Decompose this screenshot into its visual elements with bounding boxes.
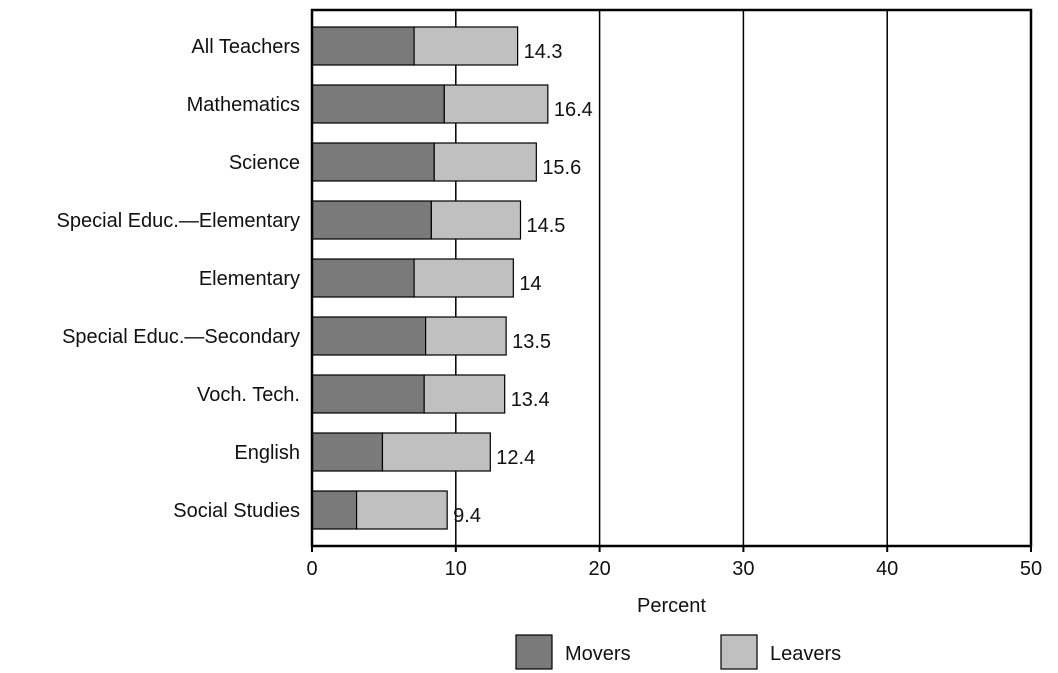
- x-tick-label: 20: [588, 558, 610, 580]
- bar-movers: [311, 490, 358, 530]
- bar-total-label: 14: [519, 273, 541, 295]
- x-tick-label: 10: [445, 558, 467, 580]
- legend-swatch-leavers: [720, 634, 758, 670]
- bar-total-label: 15.6: [542, 157, 581, 179]
- bar-movers: [311, 200, 432, 240]
- category-label: Special Educ.—Elementary: [57, 210, 300, 232]
- category-label: Special Educ.—Secondary: [62, 326, 300, 348]
- bar-leavers: [423, 374, 506, 414]
- category-label: Mathematics: [187, 94, 300, 116]
- bar-total-label: 13.4: [511, 389, 550, 411]
- bar-total-label: 9.4: [453, 505, 481, 527]
- bar-total-label: 16.4: [554, 99, 593, 121]
- bar-leavers: [433, 142, 537, 182]
- bar-leavers: [413, 258, 514, 298]
- category-label: Science: [229, 152, 300, 174]
- bar-total-label: 13.5: [512, 331, 551, 353]
- legend-label-movers: Movers: [565, 643, 631, 665]
- bars: [311, 26, 549, 530]
- x-axis-label: Percent: [637, 595, 706, 617]
- bar-leavers: [413, 26, 519, 66]
- category-labels: All Teachers Mathematics Science Special Ed…: [57, 36, 300, 522]
- category-label: Voch. Tech.: [197, 384, 300, 406]
- x-tick-label: 0: [306, 558, 317, 580]
- legend: Movers Leavers: [515, 634, 841, 670]
- category-label: English: [234, 442, 300, 464]
- x-axis-ticks: 0 10 20 30 40 50: [306, 546, 1042, 580]
- bar-leavers: [355, 490, 448, 530]
- bar-movers: [311, 26, 415, 66]
- total-labels: 14.3 16.4 15.6 14.5 14 13.5 13.4 12.4 9.4: [453, 41, 593, 527]
- bar-total-label: 14.3: [524, 41, 563, 63]
- x-tick-label: 50: [1020, 558, 1042, 580]
- bar-movers: [311, 258, 415, 298]
- category-label: All Teachers: [191, 36, 300, 58]
- category-label: Social Studies: [173, 500, 300, 522]
- bar-leavers: [443, 84, 549, 124]
- bar-movers: [311, 374, 425, 414]
- bar-total-label: 12.4: [496, 447, 535, 469]
- category-label: Elementary: [199, 268, 300, 290]
- bar-movers: [311, 142, 435, 182]
- plot-frame: [310, 8, 1033, 548]
- x-tick-label: 30: [732, 558, 754, 580]
- bar-leavers: [425, 316, 507, 356]
- bar-leavers: [430, 200, 522, 240]
- bar-movers: [311, 316, 427, 356]
- bar-total-label: 14.5: [527, 215, 566, 237]
- legend-swatch-movers: [515, 634, 553, 670]
- bar-leavers: [381, 432, 491, 472]
- x-tick-label: 40: [876, 558, 898, 580]
- bar-movers: [311, 84, 445, 124]
- legend-label-leavers: Leavers: [770, 643, 841, 665]
- bar-movers: [311, 432, 384, 472]
